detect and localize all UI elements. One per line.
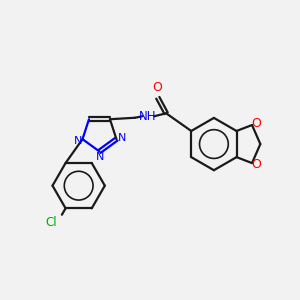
Text: O: O [251, 117, 261, 130]
Text: O: O [251, 158, 261, 171]
Text: Cl: Cl [46, 216, 57, 229]
Text: N: N [96, 152, 104, 161]
Text: O: O [152, 81, 162, 94]
Text: NH: NH [139, 110, 157, 123]
Text: N: N [74, 136, 82, 146]
Text: N: N [118, 133, 126, 143]
